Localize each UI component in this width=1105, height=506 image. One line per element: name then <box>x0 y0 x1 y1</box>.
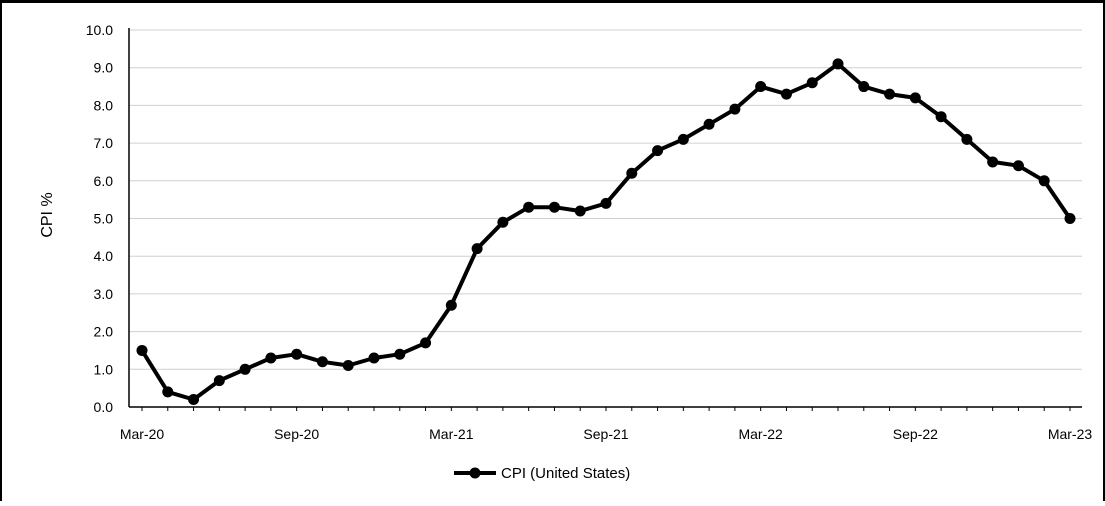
data-point <box>626 167 638 179</box>
data-point <box>394 348 406 360</box>
data-point <box>961 133 973 145</box>
gridlines <box>129 29 1082 370</box>
x-tick-label: Mar-20 <box>120 426 165 442</box>
data-point <box>755 81 767 93</box>
data-point <box>884 88 896 100</box>
data-point <box>420 337 432 349</box>
legend-label: CPI (United States) <box>501 465 630 482</box>
data-point <box>703 118 715 130</box>
data-point <box>677 133 689 145</box>
data-point <box>523 201 535 213</box>
data-point <box>729 103 741 115</box>
data-point <box>574 205 586 217</box>
data-point <box>188 393 200 405</box>
data-point <box>858 81 870 93</box>
y-tick-labels: 0.0 1.0 2.0 3.0 4.0 5.0 6.0 7.0 8.0 9.0 10.0 <box>86 22 113 415</box>
x-tick-label: Sep-20 <box>274 426 319 442</box>
data-point <box>832 58 844 70</box>
data-point <box>1038 175 1050 187</box>
y-tick-label: 6.0 <box>94 173 114 189</box>
data-point <box>806 77 818 89</box>
x-tick-label: Mar-23 <box>1048 426 1093 442</box>
y-tick-label: 0.0 <box>94 399 114 415</box>
x-tick-label: Sep-22 <box>893 426 938 442</box>
y-tick-label: 9.0 <box>94 60 114 76</box>
data-point <box>935 111 947 123</box>
y-tick-label: 10.0 <box>86 22 113 38</box>
data-point <box>213 375 225 387</box>
data-point <box>265 352 277 364</box>
data-point <box>368 352 380 364</box>
legend: CPI (United States) <box>454 465 630 482</box>
y-tick-label: 8.0 <box>94 97 114 113</box>
x-tick-labels: Mar-20 Sep-20 Mar-21 Sep-21 Mar-22 Sep-22 Mar-… <box>120 426 1093 442</box>
data-point <box>162 386 174 398</box>
data-point <box>780 88 792 100</box>
data-point <box>909 92 921 104</box>
y-tick-label: 1.0 <box>94 361 114 377</box>
y-tick-label: 2.0 <box>94 324 114 340</box>
data-point <box>548 201 560 213</box>
axes <box>128 28 1082 411</box>
series-line <box>140 61 1072 402</box>
y-tick-label: 5.0 <box>94 211 114 227</box>
data-point <box>136 344 148 356</box>
y-tick-label: 3.0 <box>94 286 114 302</box>
data-point <box>987 156 999 168</box>
data-point <box>1064 213 1076 224</box>
data-point <box>239 363 251 375</box>
data-point <box>445 299 457 311</box>
data-point <box>316 356 328 368</box>
data-point <box>1012 160 1024 172</box>
data-point <box>291 348 303 360</box>
data-point <box>342 360 354 372</box>
y-axis-title: CPI % <box>39 192 56 237</box>
data-point <box>600 197 612 209</box>
x-tick-label: Sep-21 <box>583 426 628 442</box>
x-tick-label: Mar-22 <box>738 426 783 442</box>
series-cpi <box>136 58 1076 405</box>
data-point <box>471 243 483 255</box>
legend-marker-swatch <box>469 467 481 479</box>
data-point <box>652 145 664 157</box>
y-tick-label: 7.0 <box>94 135 114 151</box>
x-tick-label: Mar-21 <box>429 426 474 442</box>
cpi-line-chart: 0.0 1.0 2.0 3.0 4.0 5.0 6.0 7.0 8.0 9.0 10.0 Mar-2… <box>39 22 1093 482</box>
data-point <box>497 216 509 228</box>
y-tick-label: 4.0 <box>94 248 114 264</box>
